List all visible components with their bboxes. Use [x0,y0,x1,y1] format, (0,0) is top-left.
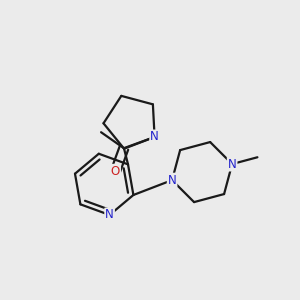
Text: N: N [228,158,236,170]
Text: N: N [150,130,159,143]
Text: O: O [111,165,120,178]
Text: N: N [168,174,176,187]
Text: N: N [105,208,114,221]
